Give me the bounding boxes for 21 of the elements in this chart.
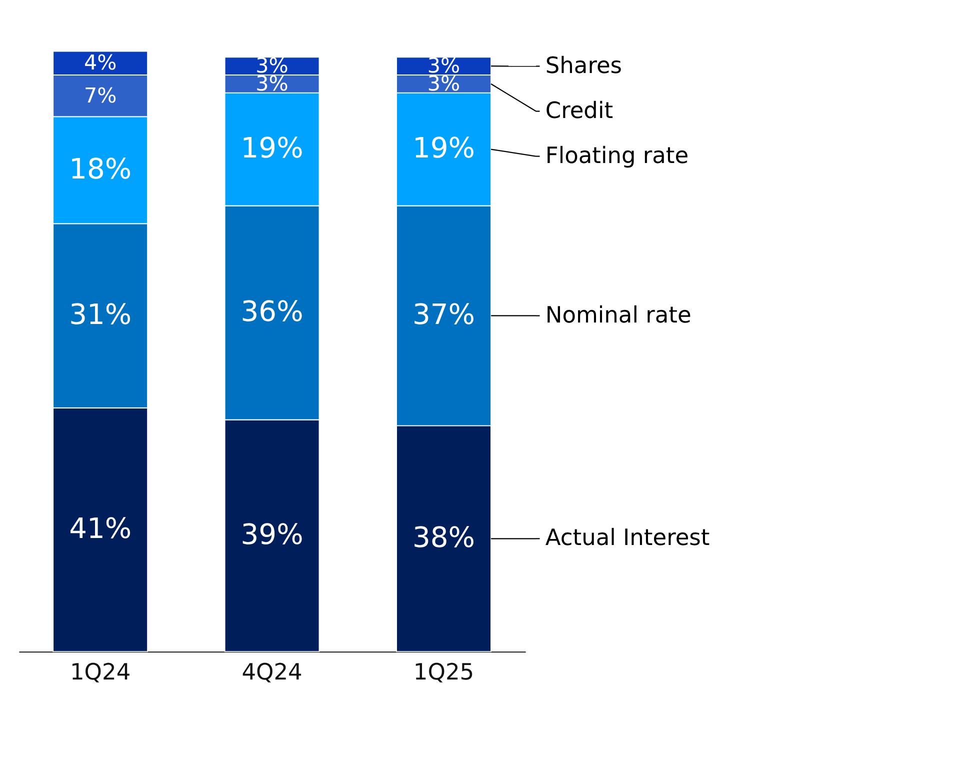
text: Shares [545,52,622,79]
data-label: 19% [412,132,476,165]
data-label: 3% [427,71,460,96]
data-label: 36% [240,295,304,328]
x-tick-label: 1Q25 [413,659,474,686]
data-label: 41% [69,512,132,546]
data-label: 37% [412,298,476,332]
data-label: 7% [84,83,117,108]
text: Nominal rate [545,302,692,328]
x-tick-label: 1Q24 [70,659,131,686]
x-tick-label: 4Q24 [242,659,302,686]
data-label: 19% [240,132,304,165]
data-label: 4% [84,50,117,75]
data-label: 18% [69,152,132,186]
data-label: 3% [256,71,288,96]
text: Credit [545,98,614,124]
data-label: 39% [240,518,304,552]
data-label: 31% [69,298,132,332]
text: Floating rate [545,142,689,169]
data-label: 38% [412,521,476,554]
text: Actual Interest [545,525,710,552]
